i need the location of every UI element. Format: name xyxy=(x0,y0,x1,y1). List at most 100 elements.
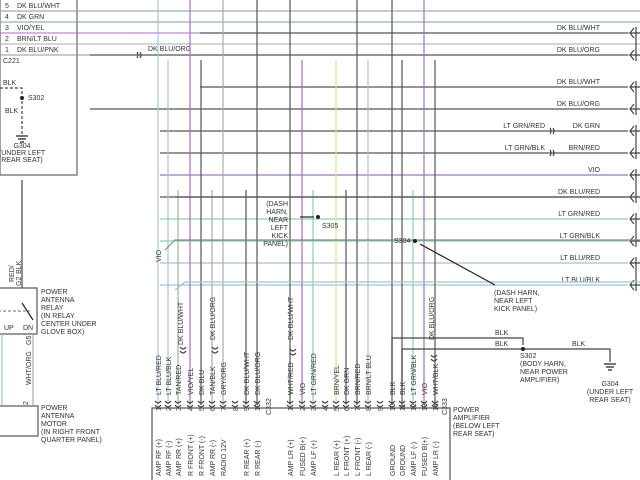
right-wire-label: LT BLU/BLK xyxy=(562,277,601,284)
connector-terminal-icon xyxy=(629,27,640,39)
g304-label: G304 xyxy=(13,143,30,150)
pin-terminal xyxy=(364,400,372,408)
blk-ground-wire xyxy=(391,337,524,395)
pin-number: 2 xyxy=(166,407,173,411)
pin-number: 8 xyxy=(366,407,373,411)
pin-function-label: AMP RR (+) xyxy=(176,438,183,476)
right-wire-left-label: LT GRN/RED xyxy=(503,123,545,130)
pin-function-label: AMP RF (-) xyxy=(166,441,173,476)
pin-number: 6 xyxy=(210,407,217,411)
pin-terminal xyxy=(231,400,239,408)
right-wire-label: DK BLU/WHT xyxy=(557,79,601,86)
connector-terminal-icon xyxy=(629,103,640,115)
motor-name-label: MOTOR xyxy=(41,421,67,428)
connector-terminal-icon xyxy=(629,49,640,61)
s302-note: (BODY HARN, xyxy=(520,361,566,368)
blk-wire-label: BLK xyxy=(572,341,586,348)
pin-terminal xyxy=(219,400,227,408)
pin-terminal xyxy=(388,400,396,408)
c221-wire-label: BRN/LT BLU xyxy=(17,36,57,43)
pin-wire-label: BRN/LT BLU xyxy=(366,355,373,395)
pin-number: 3 xyxy=(311,407,318,411)
pin-wire-label: DK BLU/WHT xyxy=(244,351,251,395)
right-wire-left-label: LT GRN/BLK xyxy=(505,145,546,152)
pin-number: 9 xyxy=(244,407,251,411)
pin-function-label: AMP LR (+) xyxy=(288,439,295,476)
pin-function-label: RADIO 12V xyxy=(221,439,228,476)
pin-terminal xyxy=(197,400,205,408)
right-wire-label: DK GRN xyxy=(573,123,600,130)
connector-terminal-icon xyxy=(629,235,640,247)
s305-note: HARN, xyxy=(266,209,288,216)
dk-blu-org-wire-label: DK BLU/ORG xyxy=(429,297,436,340)
power-antenna-relay-box xyxy=(0,287,38,335)
pin-wire-label: LT GRN/RED xyxy=(311,353,318,395)
connector-terminal-icon xyxy=(629,169,640,181)
s305-note: LEFT xyxy=(271,225,289,232)
motor-name-label: ANTENNA xyxy=(41,413,75,420)
pin-number: 5 xyxy=(199,407,206,411)
blk-ground-wire xyxy=(0,87,23,135)
pin-function-label: R FRONT (-) xyxy=(199,436,206,476)
s305-note: (DASH xyxy=(266,201,288,208)
pin-terminal xyxy=(376,400,384,408)
s305-note: NEAR xyxy=(269,217,288,224)
pin-function-label: R REAR (+) xyxy=(244,439,251,476)
right-wire-label: DK BLU/RED xyxy=(558,189,600,196)
s305-note: PANEL) xyxy=(263,241,288,248)
c221-connector-label: C221 xyxy=(3,58,20,65)
c221-pin-number: 1 xyxy=(5,47,9,54)
pin-number: 11 xyxy=(400,404,407,411)
pin-terminal xyxy=(431,400,439,408)
connector-symbol xyxy=(549,149,555,157)
pin-wire-label: WHT/RED xyxy=(288,362,295,395)
relay-name-label: CENTER UNDER xyxy=(41,321,97,328)
motor-name-label: POWER xyxy=(41,405,67,412)
power-antenna-motor-box xyxy=(0,405,39,437)
pin-number: 4 xyxy=(323,407,330,411)
pin-function-label: R FRONT (+) xyxy=(188,434,195,476)
pin-function-label: L REAR (-) xyxy=(366,442,373,476)
right-wire-label: DK BLU/WHT xyxy=(557,25,601,32)
s302-note: AMPLIFIER) xyxy=(520,377,559,384)
s302-splice-dot xyxy=(20,96,24,100)
s302-label: S302 xyxy=(28,95,44,102)
right-wire-label: BRN/RED xyxy=(568,145,600,152)
pin-number: 1 xyxy=(156,407,163,411)
pin-function-label: GROUND xyxy=(400,445,407,476)
blk-ground-wire xyxy=(401,348,611,395)
pin-function-label: FUSED B(+) xyxy=(422,437,429,476)
pin-number: 5 xyxy=(334,407,341,411)
blk-wire-label: BLK xyxy=(5,108,19,115)
s305-label: S305 xyxy=(322,223,338,230)
c221-pin-number: 3 xyxy=(5,25,9,32)
relay-wire-label: RED/ xyxy=(9,265,16,282)
pin-terminal xyxy=(186,400,194,408)
pin-wire-label: VIO xyxy=(300,382,307,395)
blk-wire-label: BLK xyxy=(495,341,509,348)
c332-connector-label: C332 xyxy=(266,398,273,415)
pin-wire-label: VIO/YEL xyxy=(188,368,195,395)
pin-terminal xyxy=(154,400,162,408)
pin-function-label: L FRONT (+) xyxy=(344,436,351,476)
s305-splice-dot xyxy=(316,215,320,219)
pin-terminal xyxy=(420,400,428,408)
c221-pin-number: 4 xyxy=(5,14,9,21)
s304-note: (DASH HARN, xyxy=(494,290,540,297)
ground-location: REAR SEAT) xyxy=(589,397,631,404)
pin-function-label: R REAR (-) xyxy=(255,441,262,476)
pin-number: 9 xyxy=(378,407,385,411)
connector-terminal-icon xyxy=(629,213,640,225)
c221-wire-label: DK BLU/WHT xyxy=(17,3,61,10)
pin-number: 7 xyxy=(221,407,228,411)
pin-function-label: L REAR (+) xyxy=(334,440,341,476)
pin-wire-label: BRN/YEL xyxy=(334,365,341,395)
c221-wire-label: DK BLU/PNK xyxy=(17,47,59,54)
amplifier-name-label: AMPLIFIER xyxy=(453,415,490,422)
pin-wire-label: TAN/RED xyxy=(176,365,183,395)
pin-function-label: AMP LR (-) xyxy=(433,441,440,476)
right-wire-label: DK BLU/ORG xyxy=(557,101,600,108)
motor-pin-label: 2 xyxy=(23,401,30,405)
dk-blu-wht-wire-label: DK BLU/WHT xyxy=(178,301,185,345)
